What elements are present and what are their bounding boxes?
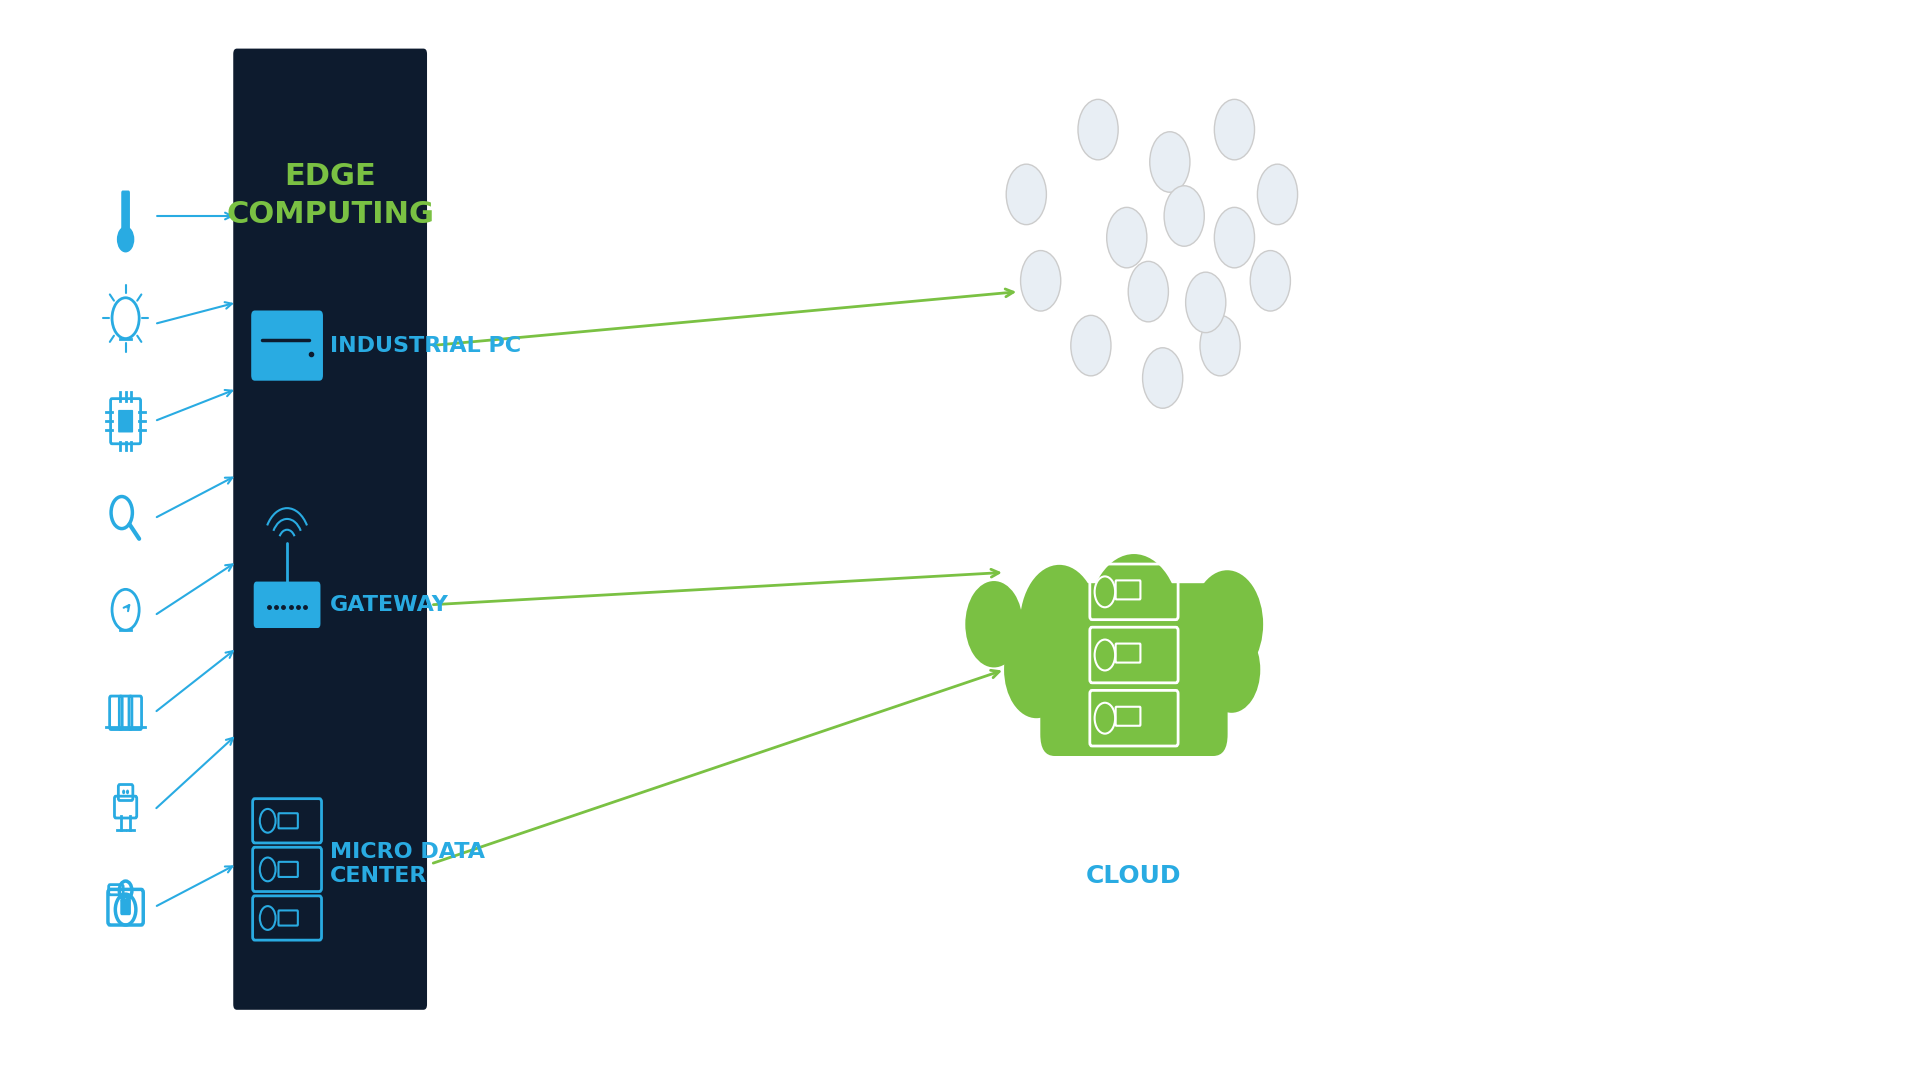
- Circle shape: [123, 789, 125, 794]
- Circle shape: [1187, 272, 1225, 333]
- Circle shape: [1250, 251, 1290, 311]
- Circle shape: [1150, 132, 1190, 192]
- Circle shape: [1202, 626, 1260, 713]
- Circle shape: [1164, 186, 1204, 246]
- Text: MICRO DATA
CENTER: MICRO DATA CENTER: [330, 841, 486, 887]
- Circle shape: [1087, 554, 1181, 694]
- FancyBboxPatch shape: [232, 49, 426, 1010]
- Circle shape: [1258, 164, 1298, 225]
- Circle shape: [1006, 164, 1046, 225]
- Circle shape: [1071, 315, 1112, 376]
- Text: EDGE
COMPUTING: EDGE COMPUTING: [227, 162, 434, 229]
- Circle shape: [127, 789, 129, 794]
- FancyBboxPatch shape: [252, 310, 323, 380]
- Circle shape: [1077, 99, 1117, 160]
- Circle shape: [1200, 315, 1240, 376]
- Circle shape: [1021, 251, 1060, 311]
- Text: GATEWAY: GATEWAY: [330, 595, 449, 615]
- Circle shape: [1213, 207, 1254, 268]
- Circle shape: [966, 581, 1023, 667]
- Circle shape: [117, 226, 134, 253]
- Text: CLOUD: CLOUD: [1087, 864, 1181, 888]
- FancyBboxPatch shape: [253, 581, 321, 629]
- FancyBboxPatch shape: [119, 410, 132, 432]
- Circle shape: [1106, 207, 1146, 268]
- FancyBboxPatch shape: [121, 900, 131, 915]
- FancyBboxPatch shape: [1041, 583, 1227, 756]
- FancyBboxPatch shape: [121, 190, 131, 242]
- Circle shape: [1142, 348, 1183, 408]
- Circle shape: [1129, 261, 1169, 322]
- Circle shape: [1213, 99, 1254, 160]
- Circle shape: [1192, 570, 1263, 678]
- Circle shape: [1004, 621, 1069, 718]
- Circle shape: [1020, 565, 1098, 684]
- Text: INDUSTRIAL PC: INDUSTRIAL PC: [330, 336, 520, 355]
